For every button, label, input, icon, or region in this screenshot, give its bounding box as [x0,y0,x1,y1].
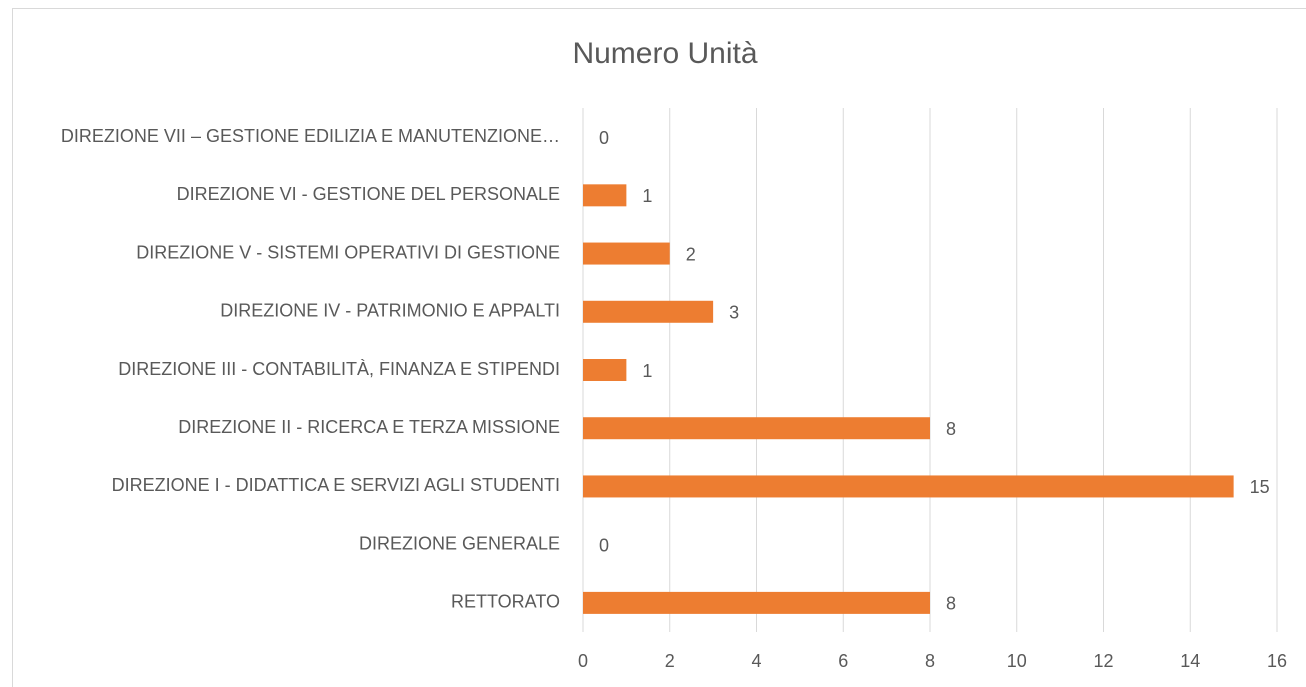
x-tick-label: 4 [751,651,761,671]
data-label: 2 [686,244,696,264]
bar [583,184,627,207]
data-label: 0 [599,535,609,555]
data-label: 0 [599,128,609,148]
y-tick-label: DIREZIONE III - CONTABILITÀ, FINANZA E S… [118,359,560,379]
y-tick-label: DIREZIONE II - RICERCA E TERZA MISSIONE [178,417,560,437]
data-label: 1 [642,186,652,206]
data-label: 3 [729,303,739,323]
bar [583,591,930,614]
x-tick-label: 8 [925,651,935,671]
y-tick-label: DIREZIONE IV - PATRIMONIO E APPALTI [220,301,560,321]
y-tick-label: DIREZIONE VII – GESTIONE EDILIZIA E MANU… [61,126,560,146]
bar [583,359,627,381]
bar [583,242,670,265]
x-tick-label: 2 [665,651,675,671]
bar [583,300,714,323]
x-tick-label: 6 [838,651,848,671]
data-label: 1 [642,361,652,381]
x-tick-label: 10 [1007,651,1027,671]
x-tick-label: 14 [1180,651,1200,671]
bar [583,475,1234,498]
y-tick-label: RETTORATO [451,592,560,612]
x-tick-label: 12 [1093,651,1113,671]
y-tick-label: DIREZIONE VI - GESTIONE DEL PERSONALE [177,184,560,204]
y-tick-label: DIREZIONE GENERALE [359,533,560,553]
data-label: 8 [946,594,956,614]
data-label: 8 [946,419,956,439]
y-tick-label: DIREZIONE V - SISTEMI OPERATIVI DI GESTI… [136,242,560,262]
chart-border [12,8,1306,687]
data-label: 15 [1250,477,1270,497]
x-tick-label: 16 [1267,651,1287,671]
y-tick-label: DIREZIONE I - DIDATTICA E SERVIZI AGLI S… [112,475,560,495]
bar [583,417,930,440]
chart-title: Numero Unità [572,37,757,70]
x-tick-label: 0 [578,651,588,671]
